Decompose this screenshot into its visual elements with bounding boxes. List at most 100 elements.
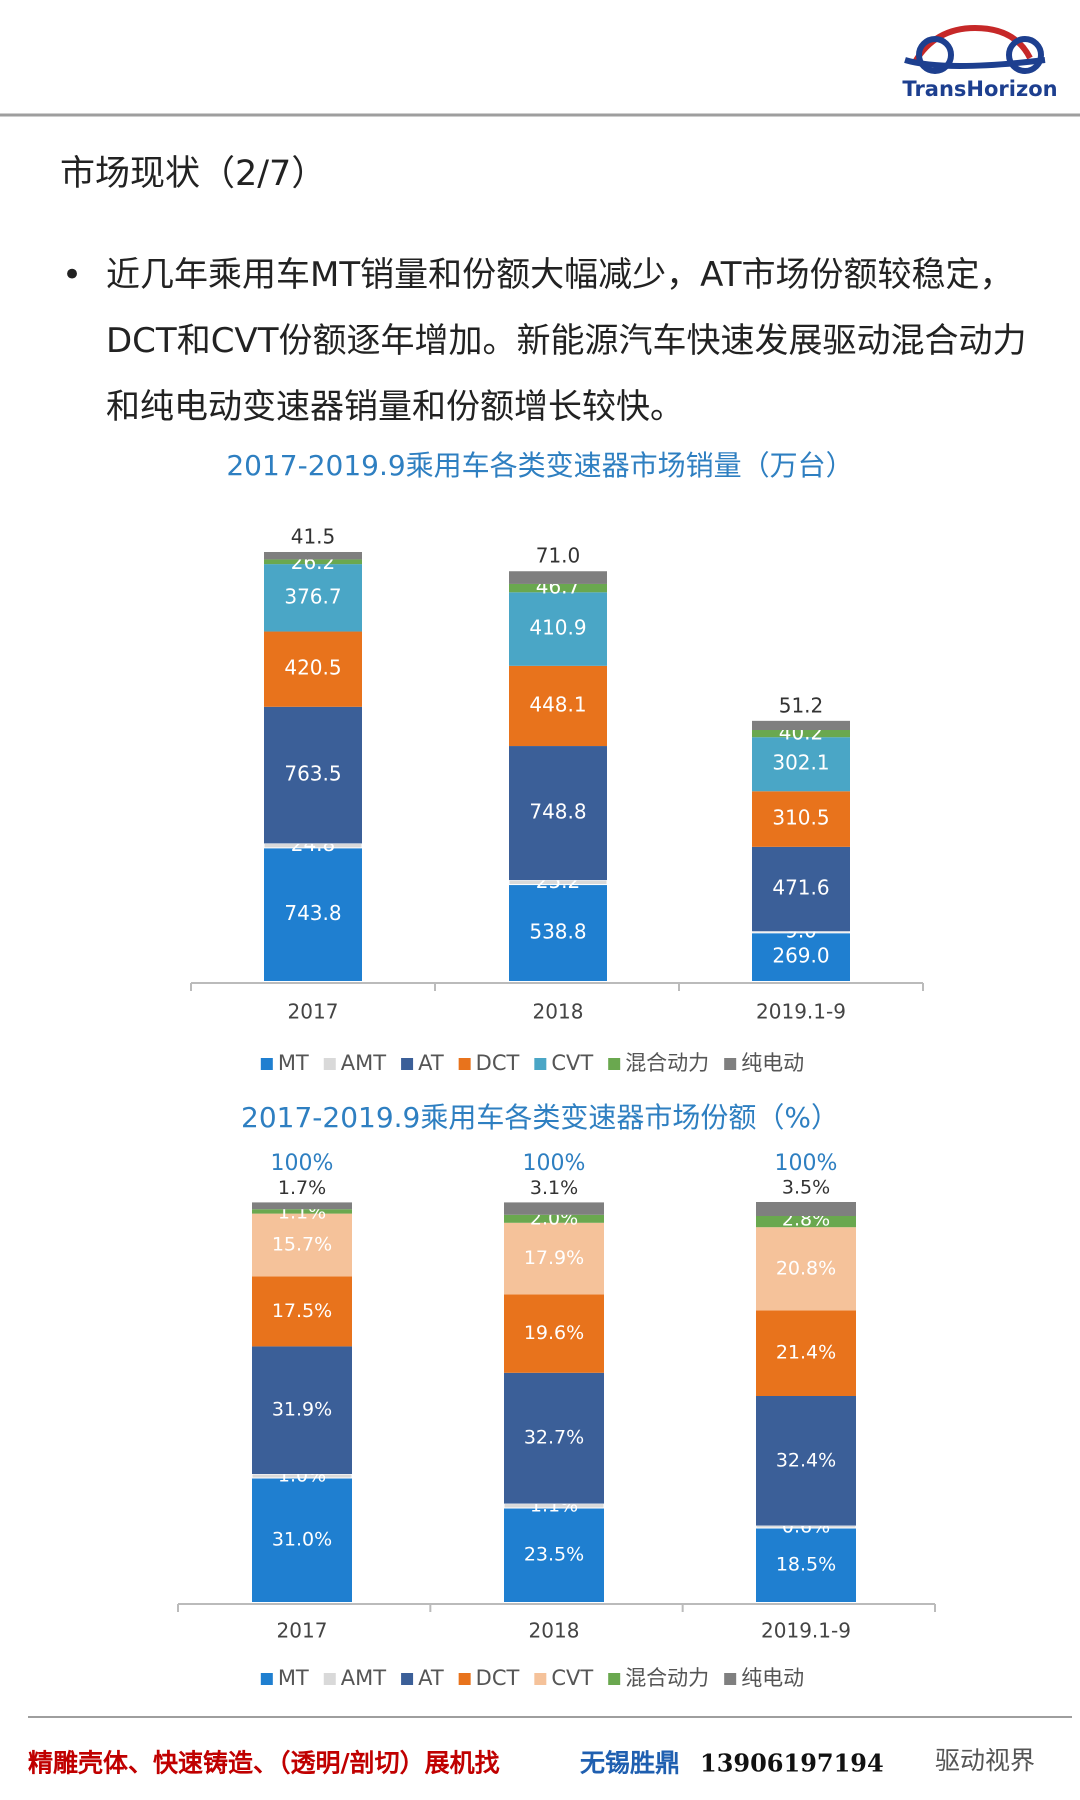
data-label: 1.7% bbox=[278, 1177, 326, 1199]
data-label: 376.7 bbox=[284, 584, 341, 608]
legend-swatch bbox=[724, 1673, 737, 1685]
data-label: 302.1 bbox=[772, 751, 829, 775]
data-label: 41.5 bbox=[291, 525, 336, 549]
legend-label: 混合动力 bbox=[625, 1051, 709, 1075]
legend-label: CVT bbox=[551, 1051, 593, 1075]
legend-label: AMT bbox=[341, 1051, 386, 1075]
bar-segment bbox=[252, 1213, 352, 1277]
bar-segment bbox=[264, 552, 362, 560]
heading: 市场现状（2/7） bbox=[60, 154, 326, 194]
bar-segment bbox=[752, 791, 850, 847]
bar-segment bbox=[504, 1202, 604, 1215]
legend-swatch bbox=[458, 1673, 471, 1685]
bar-segment bbox=[504, 1214, 604, 1223]
legend-label: AT bbox=[418, 1666, 444, 1690]
data-label: 763.5 bbox=[284, 762, 341, 786]
data-label: 743.8 bbox=[284, 901, 341, 925]
bar-segment bbox=[752, 730, 850, 738]
data-label: 32.4% bbox=[776, 1449, 836, 1471]
bar-segment bbox=[756, 1310, 856, 1396]
legend-label: MT bbox=[278, 1666, 309, 1690]
data-label: 71.0 bbox=[536, 544, 581, 568]
chart-title: 2017-2019.9乘用车各类变速器市场份额（%） bbox=[241, 1101, 839, 1134]
legend-swatch bbox=[401, 1673, 414, 1685]
data-label: 15.7% bbox=[272, 1234, 332, 1256]
total-label: 100% bbox=[271, 1151, 334, 1176]
legend-swatch bbox=[534, 1058, 547, 1070]
x-tick-label: 2018 bbox=[529, 1619, 580, 1643]
data-label: 471.6 bbox=[772, 876, 829, 900]
legend-swatch bbox=[534, 1673, 547, 1685]
footer-ad: 精雕壳体、快速铸造、（透明/剖切）展机找 bbox=[28, 1749, 500, 1778]
legend-label: MT bbox=[278, 1051, 309, 1075]
legend-label: DCT bbox=[476, 1666, 520, 1690]
data-label: 18.5% bbox=[776, 1554, 836, 1576]
data-label: 17.5% bbox=[272, 1300, 332, 1322]
bar-segment bbox=[252, 1209, 352, 1214]
x-tick-label: 2017 bbox=[288, 1000, 339, 1024]
bar-segment bbox=[752, 720, 850, 731]
legend-swatch bbox=[608, 1673, 621, 1685]
data-label: 32.7% bbox=[524, 1427, 584, 1449]
bar-segment bbox=[252, 1276, 352, 1347]
legend-swatch bbox=[401, 1058, 414, 1070]
bar-segment bbox=[509, 884, 607, 981]
legend-label: AT bbox=[418, 1051, 444, 1075]
bar-segment bbox=[509, 571, 607, 584]
data-label: 748.8 bbox=[529, 800, 586, 824]
chart-title: 2017-2019.9乘用车各类变速器市场销量（万台） bbox=[226, 449, 853, 482]
bar-segment bbox=[264, 564, 362, 632]
data-label: 410.9 bbox=[529, 616, 586, 640]
total-label: 100% bbox=[775, 1151, 838, 1176]
data-label: 21.4% bbox=[776, 1342, 836, 1364]
bar-segment bbox=[264, 847, 362, 981]
bar-segment bbox=[756, 1216, 856, 1228]
bar-segment bbox=[752, 932, 850, 981]
bar-segment bbox=[508, 879, 608, 886]
legend-swatch bbox=[724, 1058, 737, 1070]
x-tick-label: 2018 bbox=[533, 1000, 584, 1024]
data-label: 31.0% bbox=[272, 1529, 332, 1551]
data-label: 310.5 bbox=[772, 806, 829, 830]
legend-swatch bbox=[260, 1673, 273, 1685]
bar-segment bbox=[756, 1396, 856, 1526]
data-label: 269.0 bbox=[772, 943, 829, 967]
bar-segment bbox=[509, 592, 607, 666]
x-tick-label: 2017 bbox=[277, 1619, 328, 1643]
bar-segment bbox=[264, 706, 362, 844]
data-label: 23.5% bbox=[524, 1544, 584, 1566]
bar-segment bbox=[264, 559, 362, 565]
x-tick-label: 2019.1-9 bbox=[756, 1000, 846, 1024]
data-label: 20.8% bbox=[776, 1257, 836, 1279]
footer-company: 无锡胜鼎 bbox=[580, 1749, 680, 1778]
footer-phone: 13906197194 bbox=[700, 1749, 884, 1778]
total-label: 100% bbox=[523, 1151, 586, 1176]
legend-label: AMT bbox=[341, 1666, 386, 1690]
data-label: 3.1% bbox=[530, 1177, 578, 1199]
bar-segment bbox=[756, 1227, 856, 1311]
bar-segment bbox=[252, 1346, 352, 1474]
bar-segment bbox=[756, 1202, 856, 1216]
bar-segment bbox=[504, 1372, 604, 1504]
data-label: 31.9% bbox=[272, 1399, 332, 1421]
data-label: 19.6% bbox=[524, 1322, 584, 1344]
logo-icon bbox=[904, 24, 1046, 74]
bar-segment bbox=[509, 746, 607, 881]
legend-label: 混合动力 bbox=[625, 1666, 709, 1690]
legend-swatch bbox=[608, 1058, 621, 1070]
bullet-text: 近几年乘用车MT销量和份额大幅减少，AT市场份额较稳定，DCT和CVT份额逐年增… bbox=[106, 255, 1027, 427]
legend-swatch bbox=[323, 1673, 336, 1685]
bar-segment bbox=[509, 583, 607, 593]
bar-segment bbox=[252, 1202, 352, 1210]
legend-label: CVT bbox=[551, 1666, 593, 1690]
x-tick-label: 2019.1-9 bbox=[761, 1619, 851, 1643]
data-label: 3.5% bbox=[782, 1177, 830, 1199]
footer-watermark: 驱动视界 bbox=[935, 1746, 1035, 1775]
data-label: 538.8 bbox=[529, 919, 586, 943]
bullet: • 近几年乘用车MT销量和份额大幅减少，AT市场份额较稳定，DCT和CVT份额逐年… bbox=[62, 242, 1052, 440]
legend-label: 纯电动 bbox=[741, 1666, 804, 1690]
bar-segment bbox=[752, 737, 850, 792]
bar-segment bbox=[252, 1478, 352, 1602]
